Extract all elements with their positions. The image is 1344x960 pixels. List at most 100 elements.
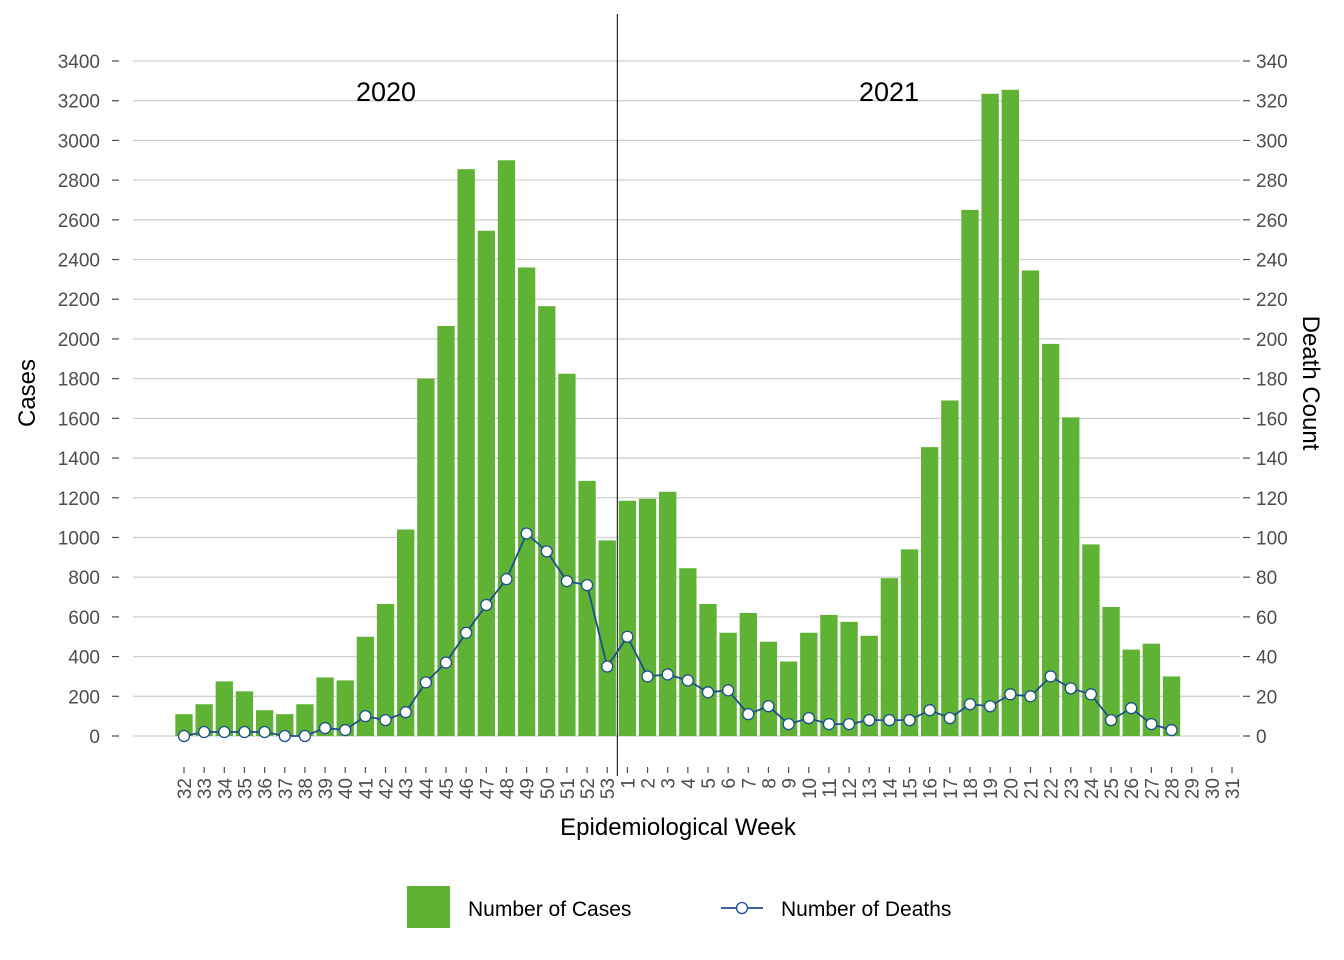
case-bar — [1001, 89, 1019, 737]
death-point — [177, 729, 191, 743]
right-tick-label: 20 — [1256, 687, 1277, 708]
right-tick-label: 160 — [1256, 409, 1288, 430]
case-bar — [417, 378, 435, 736]
case-bar — [981, 93, 999, 737]
left-tick-label: 2000 — [58, 330, 100, 351]
death-point — [742, 708, 755, 721]
right-tick-label: 40 — [1256, 648, 1277, 669]
case-bar — [638, 498, 657, 736]
death-point — [641, 670, 654, 683]
case-bar — [921, 447, 939, 736]
x-tick-label: 16 — [921, 778, 942, 799]
death-point — [903, 713, 916, 727]
x-tick-label: 37 — [276, 778, 297, 799]
death-line-series — [177, 527, 1178, 743]
case-bar — [618, 500, 637, 736]
case-bar — [437, 326, 455, 736]
death-point — [1145, 717, 1158, 731]
death-point — [1004, 688, 1017, 701]
x-tick-label: 39 — [316, 778, 337, 799]
x-tick-label: 23 — [1062, 778, 1083, 799]
left-tick-label: 1400 — [58, 449, 100, 470]
case-bar — [376, 603, 395, 736]
case-bar — [880, 578, 899, 736]
legend-deaths-marker — [735, 901, 749, 915]
x-tick-label: 46 — [457, 778, 478, 799]
death-point — [399, 706, 412, 719]
case-bar — [1062, 417, 1080, 736]
death-point — [339, 723, 352, 737]
x-tick-label: 53 — [598, 778, 619, 799]
death-point — [1104, 713, 1118, 727]
case-bar — [1041, 343, 1060, 736]
case-bar — [215, 681, 233, 736]
case-bar — [679, 568, 697, 736]
left-tick-label: 1600 — [58, 409, 100, 430]
death-point — [258, 725, 271, 739]
x-tick-label: 2 — [639, 778, 660, 789]
right-tick-label: 300 — [1256, 131, 1288, 152]
right-tick-label: 240 — [1256, 251, 1288, 272]
case-bar — [175, 714, 193, 736]
annotation-2021: 2021 — [859, 77, 919, 107]
case-bar — [659, 491, 677, 736]
x-tick-label: 1 — [618, 778, 639, 789]
x-tick-label: 4 — [679, 778, 700, 789]
x-tick-label: 13 — [860, 778, 881, 799]
right-tick-label: 180 — [1256, 370, 1288, 391]
death-point — [218, 725, 231, 739]
left-tick-label: 0 — [89, 727, 100, 748]
death-point — [1064, 682, 1077, 695]
x-tick-label: 21 — [1021, 778, 1042, 799]
death-point — [379, 713, 392, 727]
case-bar — [961, 209, 979, 736]
case-bar — [276, 714, 294, 736]
x-tick-label: 38 — [296, 778, 317, 799]
death-point — [802, 711, 815, 725]
death-point — [439, 656, 453, 669]
x-tick-label: 30 — [1203, 778, 1224, 799]
death-point — [580, 578, 594, 592]
x-tick-label: 8 — [759, 778, 780, 789]
case-bar — [356, 636, 375, 736]
death-point — [943, 711, 956, 725]
death-point — [661, 668, 674, 681]
legend-deaths-label: Number of Deaths — [781, 898, 951, 921]
x-tick-label: 50 — [538, 778, 559, 799]
legend: Number of Cases Number of Deaths — [407, 886, 951, 928]
x-tick-label: 29 — [1183, 778, 1204, 799]
x-tick-label: 34 — [215, 778, 236, 800]
death-point — [701, 686, 715, 699]
case-bar — [477, 230, 495, 736]
left-tick-label: 3200 — [58, 92, 100, 113]
death-point — [1084, 688, 1098, 701]
death-point — [883, 713, 896, 727]
right-tick-label: 0 — [1256, 727, 1267, 748]
case-bar — [578, 480, 596, 736]
death-point — [318, 721, 332, 735]
death-point — [1024, 690, 1037, 703]
x-tick-label: 20 — [1001, 778, 1022, 799]
case-bar — [759, 641, 778, 736]
x-tick-label: 44 — [417, 778, 438, 800]
death-point — [520, 527, 533, 540]
death-point — [298, 729, 312, 743]
death-point — [782, 717, 795, 731]
right-axis: 0 20 40 60 80 100 120 140 160 180 200 220 240 260 280 3… — [1243, 52, 1288, 748]
x-tick-label: 7 — [739, 778, 760, 789]
case-bar — [517, 267, 536, 736]
x-tick-label: 27 — [1142, 778, 1163, 799]
right-tick-label: 280 — [1256, 171, 1288, 192]
case-bar — [235, 691, 254, 736]
death-point — [480, 598, 493, 612]
x-tick-label: 5 — [699, 778, 720, 789]
right-tick-label: 60 — [1256, 608, 1277, 629]
x-tick-label: 48 — [497, 778, 518, 799]
case-bar — [1021, 270, 1040, 736]
case-bar — [336, 680, 354, 736]
case-bar — [316, 677, 334, 736]
right-tick-label: 220 — [1256, 290, 1288, 311]
case-bar — [1102, 606, 1120, 736]
x-tick-label: 12 — [840, 778, 861, 799]
